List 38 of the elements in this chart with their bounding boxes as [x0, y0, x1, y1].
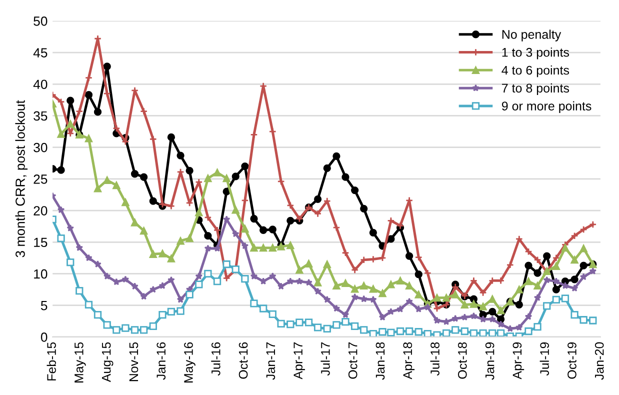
legend-label: 1 to 3 points [502, 48, 570, 60]
x-tick-label: Jan-18 [376, 342, 385, 380]
legend-label: 4 to 6 points [502, 65, 570, 78]
y-tick-label: 25 [34, 174, 48, 184]
y-tick-label: 40 [33, 80, 48, 90]
x-tick-label: Oct-17 [348, 342, 358, 379]
y-tick-label: 30 [34, 142, 48, 152]
x-tick-label: Apr-17 [294, 342, 305, 380]
y-tick-label: 45 [33, 48, 48, 58]
x-tick-label: Jan-17 [266, 342, 276, 380]
x-tick-label: Jan-20 [594, 342, 604, 380]
y-tick-label: 10 [34, 269, 48, 279]
x-tick-label: Oct-16 [238, 342, 248, 379]
legend-label: No penalty [502, 30, 562, 42]
x-tick-label: May-15 [74, 342, 86, 382]
legend-label: 9 or more points [502, 101, 592, 113]
x-tick-label: Feb-15 [46, 342, 56, 380]
y-tick-label: 5 [40, 301, 48, 310]
x-tick-label: Jul-16 [211, 342, 220, 376]
x-tick-label: Apr-18 [403, 342, 415, 380]
x-tick-label: Oct-19 [568, 342, 576, 379]
y-tick-label: 35 [34, 111, 48, 121]
x-tick-label: Jul-17 [320, 342, 330, 376]
x-tick-label: Aug-15 [102, 342, 114, 382]
y-tick-label: 0 [40, 332, 48, 342]
legend-label: 7 to 8 points [502, 83, 570, 96]
y-tick-label: 15 [34, 238, 48, 248]
x-tick-label: Jul-19 [540, 342, 550, 376]
x-tick-label: Jul-18 [430, 342, 440, 376]
x-tick-label: Apr-19 [512, 342, 524, 380]
x-tick-label: Jan-16 [156, 342, 166, 380]
x-tick-label: May-16 [184, 342, 196, 382]
y-axis-title: 3 month CRR, post lockout [15, 100, 28, 258]
x-tick-label: Oct-18 [458, 342, 467, 379]
x-tick-label: Jan-19 [485, 342, 494, 380]
y-tick-label: 50 [34, 16, 48, 26]
y-tick-label: 20 [34, 206, 48, 216]
x-tick-label: Nov-15 [129, 342, 138, 382]
